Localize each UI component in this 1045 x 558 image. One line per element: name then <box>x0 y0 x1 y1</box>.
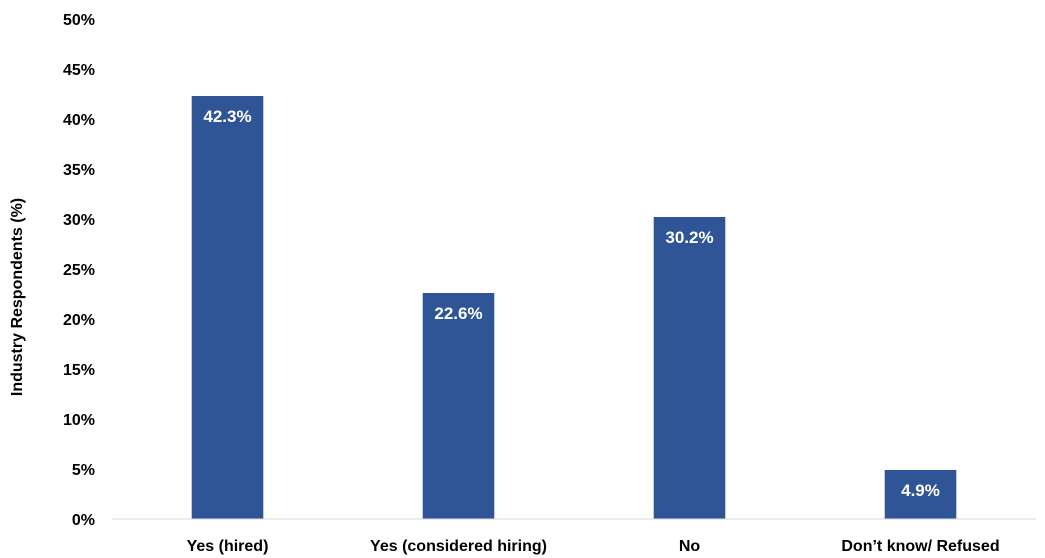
x-category-label: Don’t know/ Refused <box>841 538 999 555</box>
y-tick-label: 10% <box>63 412 95 429</box>
y-tick-label: 40% <box>63 112 95 129</box>
y-tick-label: 20% <box>63 312 95 329</box>
bar-data-label: 4.9% <box>901 481 940 500</box>
y-tick-label: 50% <box>63 12 95 29</box>
bar <box>653 217 726 519</box>
y-tick-label: 35% <box>63 162 95 179</box>
y-tick-label: 5% <box>72 462 95 479</box>
x-axis-category-labels: Yes (hired) Yes (considered hiring) No Don’… <box>187 538 1000 555</box>
x-category-label: Yes (hired) <box>187 538 269 555</box>
x-category-label: Yes (considered hiring) <box>370 538 547 555</box>
y-tick-label: 45% <box>63 62 95 79</box>
y-axis-ticks: 0% 5% 10% 15% 20% 25% 30% 35% 40% 45% 50% <box>63 12 95 529</box>
bar <box>422 293 495 519</box>
bar-data-label: 42.3% <box>203 107 251 126</box>
data-labels: 42.3% 22.6% 30.2% 4.9% <box>203 107 939 500</box>
bar-data-label: 22.6% <box>434 304 482 323</box>
y-tick-label: 15% <box>63 362 95 379</box>
y-axis-title: Industry Respondents (%) <box>9 198 26 396</box>
y-tick-label: 0% <box>72 512 95 529</box>
x-category-label: No <box>679 538 701 555</box>
bar-data-label: 30.2% <box>665 228 713 247</box>
y-tick-label: 30% <box>63 212 95 229</box>
y-tick-label: 25% <box>63 262 95 279</box>
bar <box>884 470 957 519</box>
bar <box>191 96 264 519</box>
bars <box>191 96 957 519</box>
